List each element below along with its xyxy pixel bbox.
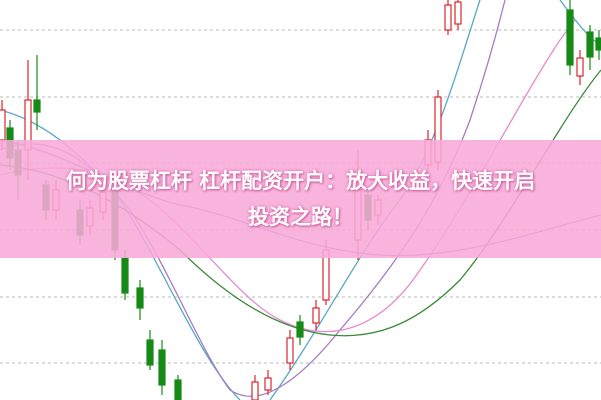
- title-banner: 何为股票杠杆 杠杆配资开户：放大收益，快速开启 投资之路！: [0, 140, 601, 258]
- title-line: 何为股票杠杆 杠杆配资开户：放大收益，快速开启: [65, 169, 536, 193]
- title-line: 投资之路！: [248, 205, 353, 229]
